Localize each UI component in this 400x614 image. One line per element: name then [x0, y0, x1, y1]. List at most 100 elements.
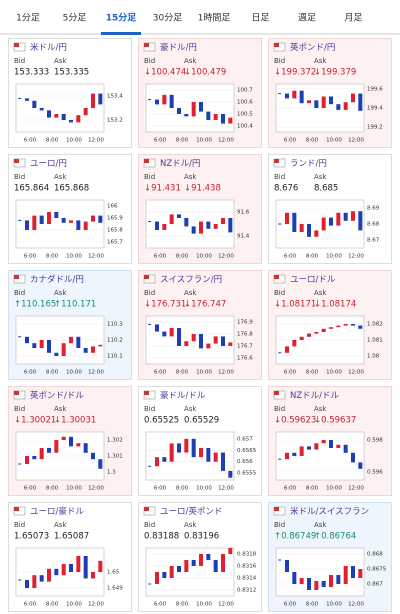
candle	[47, 110, 51, 118]
tab[interactable]: 15分足	[106, 12, 138, 24]
pair-title[interactable]: ユーロ/豪ドル	[30, 506, 84, 517]
flag-mark	[14, 159, 19, 163]
x-tick-label: 10:00	[326, 602, 342, 608]
candle	[39, 575, 44, 582]
x-tick-label: 10:00	[196, 138, 212, 144]
y-tick-label: 176.6	[237, 356, 253, 362]
candle	[336, 212, 341, 226]
mini-chart-frame	[145, 315, 235, 365]
bid-value: ↓1.30021	[14, 416, 56, 426]
candle	[91, 452, 95, 460]
pair-title[interactable]: ユーロ/英ポンド	[160, 506, 222, 517]
candle	[206, 554, 211, 560]
candle	[155, 221, 159, 230]
pair-title[interactable]: スイスフラン/円	[160, 275, 222, 285]
candle	[76, 115, 81, 123]
pair-title[interactable]: ユーロ/円	[30, 159, 67, 169]
ask-value: ↓1.08174	[314, 300, 356, 310]
flag-mark	[144, 159, 149, 163]
candle	[184, 438, 189, 453]
y-tick-label: 1.65	[107, 570, 120, 576]
candle	[358, 211, 363, 231]
y-tick-label: 100.7	[237, 88, 253, 94]
y-tick-label: 0.596	[367, 470, 383, 476]
rate-card[interactable]: NZドル/円 Bid Ask↓91.431 ↓91.438 91.6 91.4 6:00 8:…	[138, 154, 262, 264]
candle	[307, 578, 311, 590]
rate-card[interactable]: 米ドル/円 Bid Ask 153.333 153.335 153.4 153.2 6:00 8…	[8, 38, 132, 148]
rate-card[interactable]: 米ドル/スイスフラン Bid Ask ↑0.86749↑0.86764 0.868 0.8…	[268, 502, 392, 612]
x-tick-label: 8:00	[306, 138, 319, 144]
rate-card[interactable]: ユーロ/円 Bid Ask 165.864 165.868 166 165.9 165.8 16…	[8, 154, 132, 264]
bid-label: Bid	[144, 173, 155, 181]
x-tick-label: 6:00	[284, 138, 297, 144]
rate-card[interactable]: ユーロ/ドル Bid Ask ↓1.08171↓1.08174 1.082 1.081 1.…	[268, 270, 392, 380]
candle	[54, 440, 59, 453]
candle	[39, 215, 44, 224]
pair-title[interactable]: NZドル/円	[160, 159, 201, 169]
flag-mark	[144, 275, 149, 279]
y-tick-label: 91.6	[237, 210, 250, 216]
rate-card[interactable]: ユーロ/豪ドル Bid Ask 1.65073 1.65087 1.65 1.649 6:00…	[8, 502, 132, 612]
y-tick-label: 1.302	[107, 438, 123, 444]
rate-card[interactable]: ユーロ/英ポンド Bid Ask 0.83188 0.83196 0.8318 0.8316…	[138, 502, 262, 612]
pair-title[interactable]: 米ドル/円	[30, 42, 67, 53]
candle	[69, 220, 73, 223]
y-tick-label: 0.657	[237, 436, 253, 442]
candle	[199, 334, 203, 349]
pair-title[interactable]: 米ドル/スイスフラン	[290, 506, 369, 517]
rate-card[interactable]: スイスフラン/円 Bid Ask ↓176.731↓176.747 176.9 176.8…	[138, 270, 262, 380]
candle	[292, 452, 297, 456]
bid-label: Bid	[144, 405, 155, 413]
candle	[98, 560, 103, 572]
bid-value: 8.676	[274, 184, 298, 194]
pair-title[interactable]: 豪ドル/ドル	[160, 390, 206, 401]
candle	[307, 224, 311, 237]
mini-chart-frame	[145, 199, 235, 249]
pair-title[interactable]: 英ポンド/ドル	[30, 390, 84, 401]
rate-card[interactable]: ランド/円 Bid Ask 8.676 8.685 8.69 8.68 8.67 6:00 8:0…	[268, 154, 392, 264]
rate-card[interactable]: 豪ドル/ドル Bid Ask 0.65525 0.65529 0.657 0.6565 0.6…	[138, 386, 262, 496]
x-tick-label: 8:00	[176, 370, 189, 376]
x-tick-label: 6:00	[154, 486, 167, 492]
pair-title[interactable]: ユーロ/ドル	[290, 275, 336, 285]
y-tick-label: 0.8314	[237, 576, 257, 582]
candle	[299, 446, 304, 456]
bid-value: 165.864	[14, 184, 49, 194]
candle	[343, 324, 348, 326]
y-tick-label: 0.8675	[367, 567, 387, 573]
ask-label: Ask	[184, 521, 197, 529]
pair-title[interactable]: NZドル/ドル	[290, 391, 340, 401]
tab[interactable]: 1時間足	[198, 13, 231, 24]
candle	[285, 212, 289, 224]
y-tick-label: 8.69	[367, 206, 380, 212]
bid-value: ↑110.165	[14, 300, 56, 310]
tab[interactable]: 月足	[344, 13, 362, 24]
candle	[213, 452, 218, 462]
candle	[91, 346, 95, 353]
pair-title[interactable]: 豪ドル/円	[160, 42, 197, 53]
y-tick-label: 110.3	[107, 322, 123, 328]
flag-mark	[274, 43, 279, 47]
y-tick-label: 166	[107, 204, 118, 210]
candle	[155, 457, 159, 467]
pair-title[interactable]: 英ポンド/円	[290, 42, 335, 53]
y-tick-label: 0.8318	[237, 552, 257, 558]
pair-title[interactable]: カナダドル/円	[30, 274, 84, 285]
rate-card[interactable]: 英ポンド/円 Bid Ask ↓199.372↓199.379 199.6 199.4 19…	[268, 38, 392, 148]
candle	[191, 226, 196, 234]
flag-mark	[144, 507, 149, 511]
tab[interactable]: 週足	[298, 13, 316, 24]
rate-card[interactable]: NZドル/ドル Bid Ask ↓0.59623↓0.59637 0.598 0.596 6…	[268, 386, 392, 496]
rate-card[interactable]: カナダドル/円 Bid Ask ↑110.165↑110.171 110.3 110.2 1…	[8, 270, 132, 380]
tab[interactable]: 日足	[251, 13, 269, 24]
tab[interactable]: 5分足	[63, 13, 87, 24]
pair-title[interactable]: ランド/円	[290, 159, 327, 169]
rate-card[interactable]: 豪ドル/円 Bid Ask ↓100.474↓100.479 100.7 100.6 100…	[138, 38, 262, 148]
y-tick-label: 0.868	[367, 552, 383, 558]
tab[interactable]: 30分足	[153, 13, 182, 24]
tab[interactable]: 1分足	[16, 13, 40, 24]
candle	[321, 328, 326, 332]
x-tick-label: 12:00	[348, 602, 364, 608]
ask-label: Ask	[54, 173, 67, 181]
rate-card[interactable]: 英ポンド/ドル Bid Ask ↓1.30021↓1.30031 1.302 1.301 1…	[8, 386, 132, 496]
